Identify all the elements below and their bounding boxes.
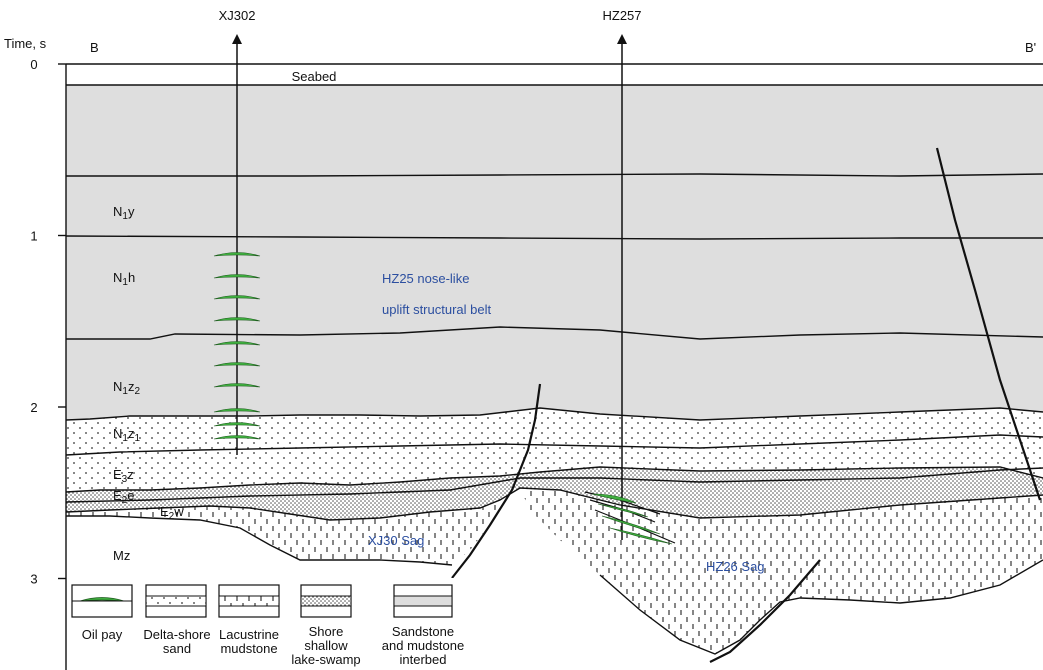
oil-pay-lens — [213, 422, 261, 427]
legend-delta-sand — [145, 584, 207, 618]
legend-label-oil-pay: Oil pay — [82, 627, 123, 642]
legend-shore-lake-swamp — [300, 584, 352, 618]
horizons — [66, 84, 1043, 655]
horizon-sag-right-base — [599, 559, 1043, 655]
axis-tick-label: 0 — [30, 57, 37, 72]
oil-pay-hz257 — [591, 493, 673, 545]
legend-pattern — [218, 595, 280, 607]
formation-n1z1: N1z1 — [113, 426, 140, 444]
axis-tick-label: 1 — [30, 229, 37, 244]
axis-tick-label: 2 — [30, 400, 37, 415]
legend-label-interbed-3: interbed — [400, 652, 447, 667]
structural-belt-label-line2: uplift structural belt — [382, 302, 491, 317]
oil-pay-lenses — [213, 252, 261, 440]
legend-label-interbed-2: and mudstone — [382, 638, 464, 653]
horizon-n1z2-top — [66, 326, 1043, 340]
legend-label-interbed-1: Sandstone — [392, 624, 454, 639]
legend-lacustrine-mudstone — [218, 584, 280, 618]
oil-pay-lens — [213, 317, 261, 322]
formation-labels: N1y N1h N1z2 N1z1 E3z E2e E2w Mz — [113, 204, 184, 563]
fault-central — [451, 383, 542, 579]
section-end-left: B — [90, 40, 99, 55]
structural-belt-label-line1: HZ25 nose-like — [382, 271, 469, 286]
oil-pay-lens — [213, 408, 261, 413]
formation-e2w: E2w — [160, 504, 184, 522]
formation-n1y: N1y — [113, 204, 135, 222]
sag-right-label: HZ26 Sag — [706, 559, 765, 574]
legend-label-shore-2: shallow — [304, 638, 348, 653]
horizon-e2e-base — [66, 487, 1043, 521]
legend: Oil pay Delta-shore sand Lacustrine muds… — [68, 578, 464, 670]
oil-pay-lens — [609, 527, 673, 545]
oil-pay-lens — [213, 383, 261, 388]
legend-label-delta-2: sand — [163, 641, 191, 656]
legend-label-mud-2: mudstone — [220, 641, 277, 656]
legend-label-mud-1: Lacustrine — [219, 627, 279, 642]
axis-tick-label: 3 — [30, 572, 37, 587]
oil-pay-lens — [597, 503, 649, 518]
interbed-layer — [66, 85, 1043, 420]
horizon-e3z-base — [66, 466, 1043, 493]
axis-ticks: 0 1 2 3 — [30, 57, 66, 587]
legend-label-shore-3: lake-swamp — [291, 652, 360, 667]
horizon-e3z-inner — [66, 467, 1043, 503]
well-hz257-arrow — [617, 34, 627, 44]
formation-mz: Mz — [113, 548, 130, 563]
well-xj302-arrow — [232, 34, 242, 44]
oil-pay-lens — [213, 252, 261, 257]
legend-interbed — [393, 584, 453, 618]
oil-pay-lens — [601, 515, 661, 535]
faults — [451, 147, 1042, 663]
horizon-n1z1-base — [66, 434, 1043, 456]
legend-oil-pay — [71, 584, 133, 618]
legend-label-shore-1: Shore — [309, 624, 344, 639]
formation-n1z2: N1z2 — [113, 379, 140, 397]
oil-pay-lens — [591, 493, 637, 504]
seabed-label: Seabed — [292, 69, 337, 84]
horizon-n1h-mid — [66, 235, 1043, 240]
oil-pay-lens — [213, 362, 261, 367]
mudstone-layer — [66, 500, 500, 565]
formation-e2e: E2e — [113, 488, 134, 506]
legend-pattern — [145, 595, 207, 607]
delta-sand-layer — [66, 408, 1043, 492]
well-hz257-label: HZ257 — [602, 8, 641, 23]
fault-lower — [709, 559, 821, 663]
oil-pay-lens — [213, 435, 261, 440]
well-hz257: HZ257 — [602, 8, 642, 540]
oil-pay-lens — [213, 341, 261, 346]
legend-label-delta-1: Delta-shore — [143, 627, 210, 642]
well-xj302-label: XJ302 — [219, 8, 256, 23]
horizon-n1h-top — [66, 173, 1043, 177]
horizon-n1z1-top — [66, 407, 1043, 421]
oil-pay-lens — [213, 295, 261, 300]
strata — [66, 84, 1043, 663]
formation-n1h: N1h — [113, 270, 135, 288]
horizon-e2w-base-left — [66, 515, 453, 566]
oil-pay-lens — [213, 274, 261, 279]
legend-pattern — [393, 595, 453, 607]
mudstone-sag-right — [520, 488, 1043, 654]
fault-right — [935, 147, 1042, 501]
section-end-right: B' — [1025, 40, 1036, 55]
formation-e3z: E3z — [113, 467, 134, 485]
sag-left-label: XJ30 Sag — [368, 533, 424, 548]
legend-pattern — [300, 595, 352, 607]
axis-label: Time, s — [4, 36, 47, 51]
